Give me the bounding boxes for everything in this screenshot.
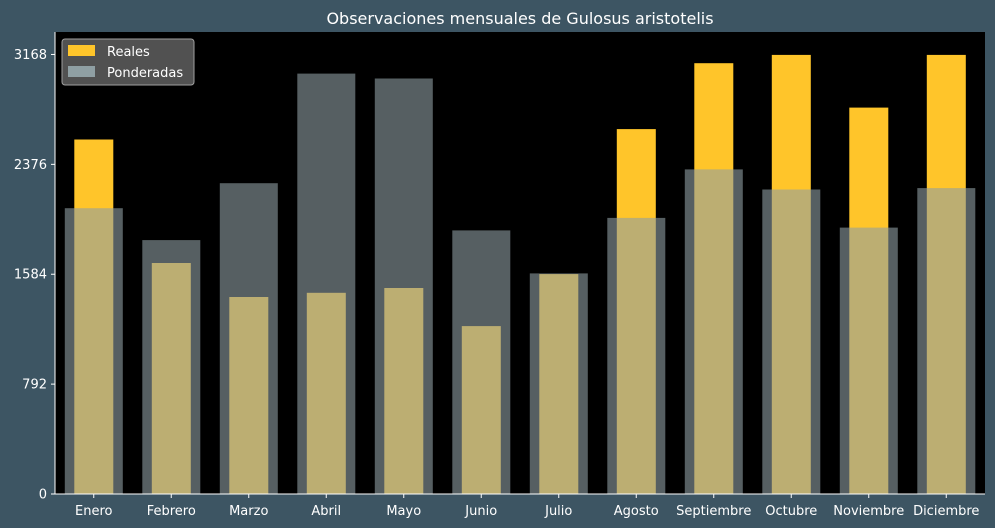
bar-ponderadas-noviembre — [839, 227, 898, 494]
x-tick-label-junio: Junio — [464, 504, 497, 519]
y-tick-label: 2376 — [14, 158, 47, 173]
y-tick-label: 0 — [39, 488, 47, 503]
chart-title: Observaciones mensuales de Gulosus arist… — [326, 9, 713, 28]
x-tick-label-agosto: Agosto — [614, 504, 659, 519]
bar-ponderadas-enero — [64, 208, 123, 494]
bar-ponderadas-agosto — [607, 217, 666, 494]
x-tick-label-noviembre: Noviembre — [833, 504, 904, 519]
bar-ponderadas-septiembre — [684, 169, 743, 494]
legend-label-ponderadas: Ponderadas — [107, 66, 183, 81]
x-tick-label-diciembre: Diciembre — [913, 504, 979, 519]
x-tick-label-octubre: Octubre — [765, 504, 817, 519]
bar-ponderadas-octubre — [762, 189, 821, 494]
bar-ponderadas-abril — [297, 73, 356, 494]
bars-layer — [64, 54, 976, 495]
x-tick-label-febrero: Febrero — [147, 504, 196, 519]
axes-layer: 0 792 1584 2376 3168 Enero Febrero Marzo Abril Ma… — [14, 32, 985, 519]
y-tick-label: 3168 — [14, 48, 47, 63]
bar-ponderadas-diciembre — [917, 188, 976, 494]
x-tick-label-julio: Julio — [544, 504, 572, 519]
bar-ponderadas-febrero — [142, 240, 201, 494]
legend-swatch-ponderadas — [68, 66, 95, 77]
legend: Reales Ponderadas — [61, 38, 195, 86]
legend-label-reales: Reales — [107, 45, 150, 60]
y-tick-label: 1584 — [14, 268, 47, 283]
x-tick-label-mayo: Mayo — [386, 504, 421, 519]
plot-area — [55, 32, 985, 494]
bar-ponderadas-marzo — [219, 183, 278, 494]
x-tick-label-abril: Abril — [311, 504, 341, 519]
legend-swatch-reales — [68, 45, 95, 56]
x-tick-label-enero: Enero — [75, 504, 113, 519]
bar-ponderadas-julio — [529, 273, 588, 494]
y-tick-label: 792 — [22, 378, 47, 393]
x-tick-label-septiembre: Septiembre — [676, 504, 751, 519]
bar-ponderadas-mayo — [374, 78, 433, 494]
bar-ponderadas-junio — [452, 230, 511, 494]
x-tick-label-marzo: Marzo — [229, 504, 268, 519]
